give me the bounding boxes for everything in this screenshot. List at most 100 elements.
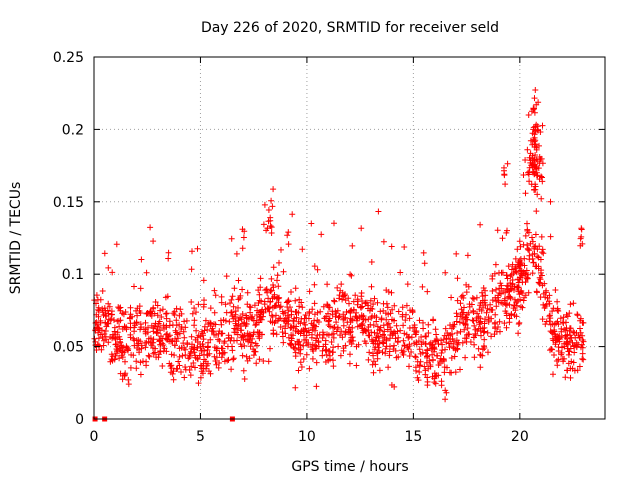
- data-point: [297, 359, 304, 366]
- data-point: [363, 340, 369, 347]
- data-point: [226, 318, 233, 325]
- data-point: [453, 310, 460, 317]
- data-point: [530, 105, 537, 112]
- data-point: [296, 296, 303, 303]
- data-point: [464, 325, 471, 332]
- data-point: [494, 227, 501, 234]
- data-point: [526, 178, 533, 185]
- data-point: [240, 367, 247, 374]
- data-point: [265, 305, 272, 312]
- data-point: [330, 357, 336, 364]
- data-point: [379, 332, 386, 339]
- data-point: [238, 327, 245, 334]
- data-point: [260, 358, 267, 364]
- data-point: [231, 285, 238, 292]
- data-point: [522, 190, 529, 197]
- data-point: [499, 300, 506, 307]
- data-point: [256, 291, 263, 298]
- data-point: [156, 338, 163, 345]
- data-point: [211, 309, 218, 316]
- data-point: [539, 174, 545, 181]
- data-point: [507, 273, 514, 280]
- data-point: [397, 269, 404, 276]
- data-point: [285, 241, 292, 248]
- data-point: [127, 331, 134, 338]
- x-tick-label: 5: [196, 429, 205, 445]
- data-point: [297, 350, 304, 357]
- data-point: [279, 333, 286, 340]
- data-point: [167, 369, 174, 376]
- data-point: [194, 245, 201, 252]
- data-point: [102, 307, 109, 314]
- data-point: [171, 352, 178, 359]
- data-point: [547, 198, 554, 205]
- data-point: [433, 331, 440, 338]
- data-point: [346, 300, 352, 307]
- data-point: [571, 349, 578, 356]
- data-point: [276, 304, 283, 311]
- data-point: [230, 303, 237, 310]
- data-point: [440, 336, 447, 343]
- data-point: [117, 339, 124, 346]
- data-point: [568, 335, 575, 341]
- data-point: [536, 280, 543, 287]
- data-point: [292, 353, 299, 360]
- data-point: [346, 360, 353, 367]
- data-point: [186, 367, 193, 373]
- data-point: [460, 320, 467, 327]
- data-point: [368, 259, 375, 265]
- data-point: [547, 328, 554, 335]
- data-point: [241, 376, 248, 382]
- data-point: [476, 306, 483, 313]
- data-point: [453, 318, 460, 325]
- data-point: [349, 242, 356, 249]
- data-point: [228, 366, 235, 373]
- data-point: [113, 241, 120, 248]
- data-point: [128, 351, 135, 358]
- data-point: [194, 339, 201, 345]
- data-point: [370, 350, 376, 357]
- data-point: [558, 351, 565, 358]
- data-point: [230, 356, 237, 363]
- data-point: [216, 360, 223, 366]
- data-point: [245, 338, 252, 345]
- data-point: [365, 332, 372, 339]
- data-point: [319, 329, 326, 336]
- data-point: [234, 331, 241, 338]
- data-point: [137, 338, 144, 345]
- data-point: [289, 211, 296, 218]
- data-point: [449, 330, 455, 337]
- data-point: [392, 335, 399, 342]
- data-point: [496, 318, 503, 325]
- data-point: [516, 238, 523, 245]
- data-point: [453, 250, 460, 257]
- data-point: [481, 336, 488, 343]
- data-point: [314, 266, 321, 273]
- data-point: [167, 363, 174, 370]
- data-point: [233, 322, 240, 329]
- data-point: [401, 244, 408, 250]
- data-point: [194, 356, 201, 363]
- data-point: [548, 329, 555, 336]
- data-point: [481, 297, 488, 304]
- data-point: [197, 374, 204, 381]
- data-point: [465, 331, 472, 338]
- data-point: [524, 245, 531, 252]
- data-point: [546, 298, 552, 305]
- data-point: [369, 361, 376, 368]
- data-point: [176, 330, 183, 337]
- data-point: [414, 358, 421, 365]
- data-point: [122, 358, 128, 365]
- data-point: [247, 343, 254, 350]
- data-point: [257, 309, 264, 316]
- data-point: [539, 316, 546, 323]
- data-point: [479, 293, 486, 300]
- data-point: [393, 354, 400, 361]
- data-point: [496, 285, 503, 292]
- data-point: [218, 293, 225, 300]
- data-point: [239, 352, 246, 359]
- data-point: [266, 304, 273, 311]
- data-point: [374, 323, 381, 330]
- data-point: [522, 157, 529, 163]
- data-point: [170, 368, 177, 375]
